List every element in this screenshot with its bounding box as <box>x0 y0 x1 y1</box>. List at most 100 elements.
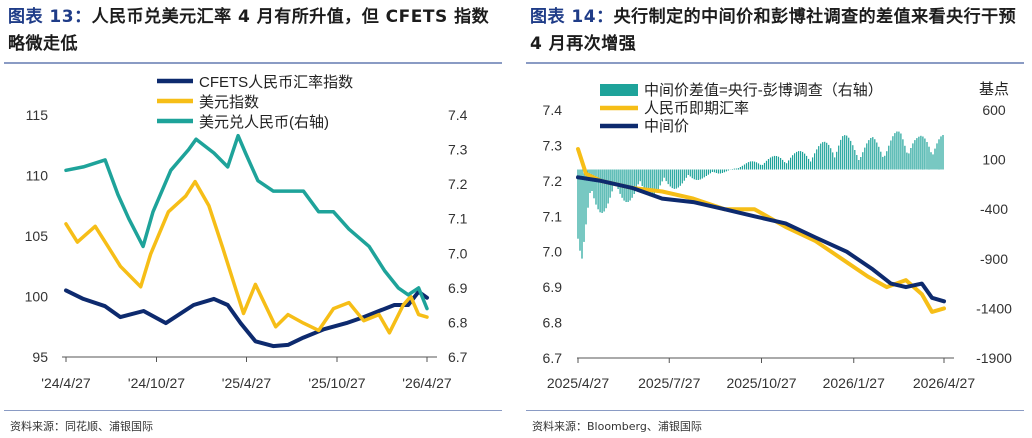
y-left-tick-label: 95 <box>32 349 48 365</box>
spread-bar <box>719 169 721 174</box>
spread-bar <box>577 169 579 239</box>
spread-bars-group <box>577 131 944 259</box>
spread-bar <box>846 135 848 170</box>
spread-bar <box>637 169 639 185</box>
spread-bar <box>836 151 838 170</box>
spread-bar <box>848 137 850 170</box>
x-tick-label: '26/4/27 <box>402 375 452 391</box>
spread-bar <box>930 152 932 170</box>
spread-bar <box>804 153 806 170</box>
spread-bar <box>607 169 609 204</box>
spot-rate-line <box>576 147 946 314</box>
y-right-tick-label: 6.8 <box>448 314 468 330</box>
spread-bar <box>657 169 659 190</box>
spread-bar <box>932 154 934 170</box>
spread-bar <box>737 168 739 170</box>
spread-bar <box>936 143 938 170</box>
spread-bar <box>786 163 788 170</box>
spread-bar <box>884 155 886 170</box>
central-parity-line <box>576 175 946 304</box>
y-right-tick-label: 7.2 <box>448 176 468 192</box>
spread-bar <box>912 143 914 170</box>
spread-bar <box>840 139 842 170</box>
spread-bar <box>796 151 798 170</box>
spread-bar <box>641 169 643 186</box>
spread-bar <box>747 162 750 170</box>
spread-bar <box>828 144 830 170</box>
cfets-index-line <box>64 288 429 349</box>
legend-label: 中间价差值=央行-彭博调查（右轴） <box>644 82 883 99</box>
spread-bar <box>683 169 685 181</box>
spread-bar <box>868 140 870 170</box>
spread-bar <box>681 169 683 184</box>
y-left-tick-label: 7.0 <box>543 244 563 260</box>
spread-bar <box>872 137 874 170</box>
spread-bar <box>922 136 924 170</box>
usd-index-line <box>64 179 429 335</box>
spread-bar <box>782 159 784 170</box>
spread-bar <box>603 169 605 212</box>
spread-bar <box>643 169 645 191</box>
spread-bar <box>800 151 802 170</box>
spread-bar <box>727 169 729 171</box>
spread-bar <box>753 161 756 170</box>
spread-bar <box>775 156 778 170</box>
spread-bar <box>904 145 906 170</box>
x-tick-label: '24/4/27 <box>41 375 91 391</box>
y-right-tick-label: 6.7 <box>448 349 468 365</box>
legend-label: 人民币即期汇率 <box>644 100 749 117</box>
right-title-text: 央行制定的中间价和彭博社调查的差值来看央行干预 4 月再次增强 <box>530 7 1017 54</box>
spread-bar <box>864 147 866 170</box>
spread-bar <box>854 150 856 170</box>
spread-bar <box>677 169 679 188</box>
spread-bar <box>820 143 822 170</box>
y-left-tick-label: 110 <box>26 168 49 184</box>
spread-bar <box>629 169 631 201</box>
spread-bar <box>759 164 762 170</box>
spread-bar <box>631 169 633 198</box>
spread-bar <box>771 156 774 170</box>
left-title-text: 人民币兑美元汇率 4 月有所升值，但 CFETS 指数略微走低 <box>8 7 490 54</box>
spread-bar <box>673 169 675 189</box>
spread-bar <box>882 156 884 170</box>
spread-bar <box>940 136 942 170</box>
spread-bar <box>691 169 693 179</box>
spread-bar <box>874 139 876 170</box>
y-right-tick-label: 100 <box>982 152 1006 168</box>
spread-bar <box>675 169 677 189</box>
y-right-tick-label: 7.1 <box>448 211 468 227</box>
spread-bar <box>886 151 888 170</box>
spread-bar <box>741 165 743 170</box>
y-left-tick-label: 7.2 <box>543 173 563 189</box>
spread-bar <box>605 169 607 209</box>
left-chart-title: 图表 13：人民币兑美元汇率 4 月有所升值，但 CFETS 指数略微走低 <box>8 4 504 58</box>
spread-bar <box>788 160 790 170</box>
spread-bar <box>896 131 898 170</box>
spread-bar <box>649 169 651 197</box>
y-right-unit-label: 基点 <box>979 81 1009 98</box>
spread-bar <box>892 136 894 170</box>
spread-bar <box>715 169 717 173</box>
spread-bar <box>761 164 764 170</box>
y-left-tick-label: 6.9 <box>543 279 563 295</box>
spread-bar <box>918 136 920 170</box>
spread-bar <box>906 152 908 170</box>
spread-bar <box>705 169 707 176</box>
spread-bar <box>850 140 852 170</box>
spread-bar <box>613 169 615 186</box>
right-source: 资料来源：Bloomberg、浦银国际 <box>532 420 702 433</box>
right-chart-title: 图表 14：央行制定的中间价和彭博社调查的差值来看央行干预 4 月再次增强 <box>530 4 1026 58</box>
legend-label: 美元指数 <box>199 94 259 111</box>
spread-bar <box>790 157 792 170</box>
spread-bar <box>601 169 603 213</box>
spread-bar <box>838 145 840 170</box>
spread-bar <box>661 169 663 182</box>
spread-bar <box>834 157 836 170</box>
legend-label: 中间价 <box>644 118 689 135</box>
spread-bar <box>663 169 665 178</box>
spread-bar <box>689 169 691 177</box>
spread-bar <box>866 143 868 170</box>
usdcny-line <box>64 133 429 311</box>
spread-bar <box>749 161 752 170</box>
spread-bar <box>890 140 892 170</box>
